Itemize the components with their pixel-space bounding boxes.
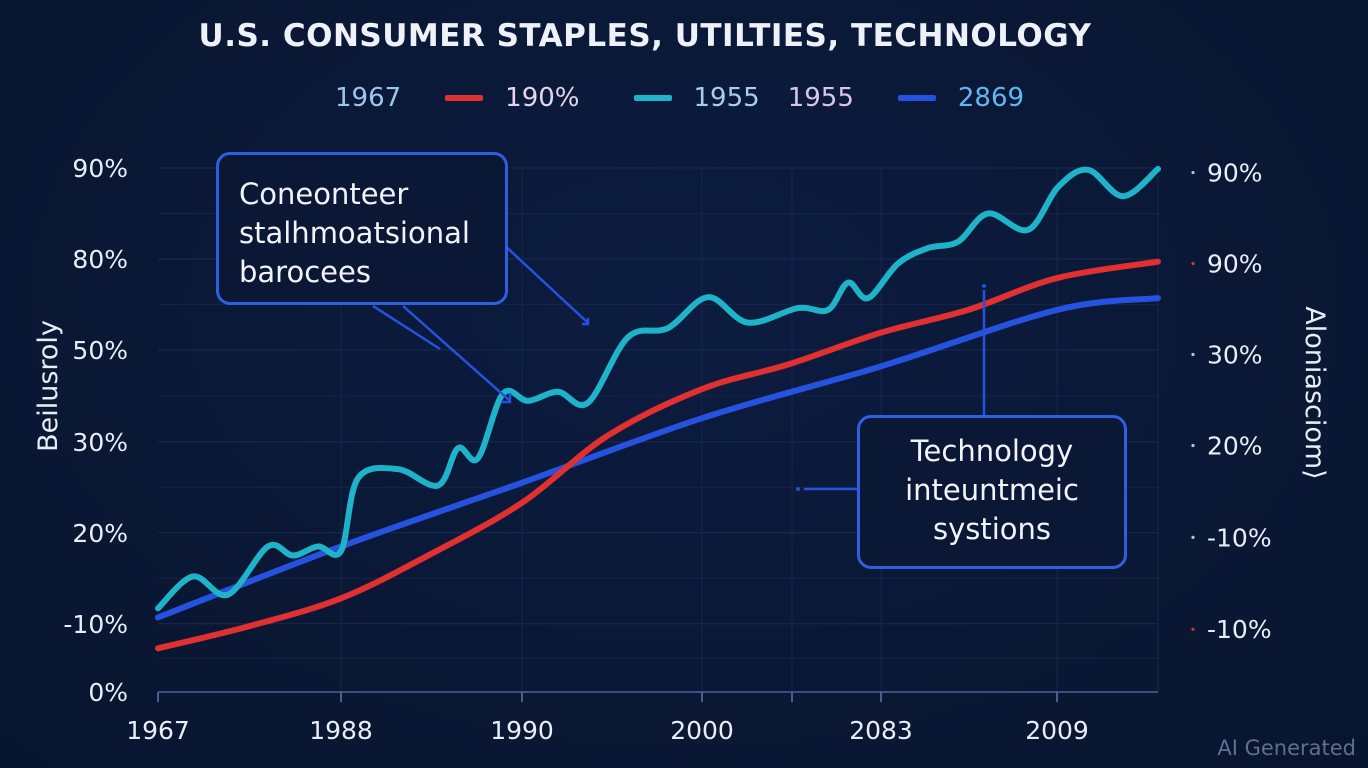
y-tick-dot-right	[1191, 170, 1195, 175]
connector-right-horizontal-dot	[796, 487, 800, 491]
callout-line: inteuntmeic	[905, 473, 1079, 507]
series-line-cyan	[155, 165, 1161, 612]
y-axis-title-left: Beilusroly	[33, 320, 64, 452]
y-tick-dot-right	[1191, 261, 1195, 266]
legend-swatch-cyan	[633, 95, 672, 101]
connector-left-3	[402, 305, 510, 401]
y-tick-dot-right	[1191, 627, 1195, 631]
callout-connectors	[372, 242, 986, 491]
legend-item: 1967	[335, 83, 445, 113]
callout-line: Technology	[910, 434, 1074, 468]
y-axis-title-right: Aloniasciom⟩	[1299, 306, 1330, 479]
x-tick-label: 1967	[126, 716, 190, 745]
y-tick-label-right: -10%	[1207, 615, 1272, 644]
x-tick-label: 2083	[849, 716, 913, 745]
y-tick-label-right: 30%	[1207, 340, 1263, 369]
series-line-blue	[155, 295, 1161, 621]
y-tick-dot-right	[1191, 535, 1195, 539]
grid	[158, 167, 1159, 692]
legend-item: 190%	[445, 83, 623, 113]
legend-item: 1955	[788, 83, 898, 113]
axes: 1967 1988 1990 2000 2083 2009 90% 80% 50% 30% 20% -…	[63, 154, 1271, 745]
y-tick-dot-right	[1191, 443, 1195, 448]
legend-swatch-red	[445, 95, 484, 101]
y-tick-label-right: 90%	[1207, 159, 1263, 188]
legend-label: 1955	[693, 83, 760, 113]
y-tick-label-left: 0%	[88, 678, 128, 707]
arrowhead-left-3	[501, 393, 512, 404]
y-tick-label-left: 50%	[72, 336, 128, 365]
x-tick-label: 1990	[490, 716, 554, 745]
connector-left-1	[501, 242, 588, 323]
connector-right-vertical-dot	[982, 284, 986, 288]
callout-line: stalhmoatsional	[239, 216, 470, 250]
series-line-red	[155, 258, 1161, 652]
arrowhead-left-1	[582, 318, 590, 326]
y-tick-label-left: 30%	[72, 428, 128, 457]
y-tick-label-left: 80%	[72, 245, 128, 274]
y-tick-label-right: 20%	[1207, 431, 1263, 460]
legend-swatch-blue	[897, 95, 936, 101]
y-tick-dot-right	[1191, 352, 1195, 357]
callout-line: Coneonteer	[239, 177, 409, 211]
legend-label: 1967	[335, 83, 402, 113]
callout-line: systions	[932, 512, 1052, 546]
watermark: AI Generated	[1217, 736, 1356, 760]
legend-label: 1955	[787, 83, 854, 113]
connector-left-2	[372, 304, 441, 351]
legend-item: 2869	[897, 83, 1068, 113]
series-layer	[155, 165, 1161, 652]
x-tick-label: 2009	[1025, 716, 1089, 745]
x-tick-label: 2000	[670, 716, 734, 745]
callout-line: barocees	[239, 255, 371, 289]
annotation-callout-left: Coneonteer stalhmoatsional barocees	[216, 152, 508, 305]
x-tick-label: 1988	[309, 716, 373, 745]
chart-title: U.S. CONSUMER STAPLES, UTILTIES, TECHNOL…	[198, 18, 1092, 54]
y-tick-label-right: 90%	[1207, 250, 1263, 279]
legend: 1967 190% 1955 1955 2869	[335, 80, 1068, 116]
annotation-callout-technology: Technology inteuntmeic systions	[857, 415, 1127, 569]
legend-label: 190%	[505, 83, 580, 113]
y-tick-label-left: 90%	[72, 154, 128, 183]
y-tick-label-right: -10%	[1207, 523, 1272, 552]
legend-item: 1955	[633, 83, 788, 113]
y-tick-label-left: 20%	[72, 519, 128, 548]
y-tick-label-left: -10%	[63, 610, 128, 639]
legend-label: 2869	[957, 83, 1025, 113]
